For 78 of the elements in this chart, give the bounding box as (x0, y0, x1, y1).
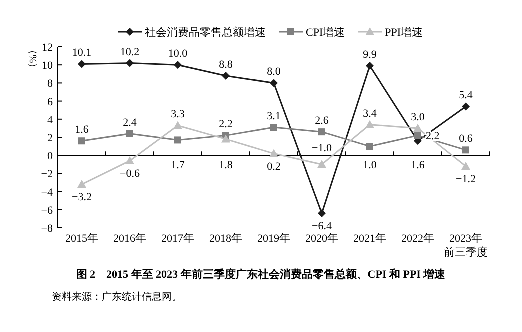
point (222, 134, 230, 143)
y-tick-label: −6 (41, 204, 54, 217)
x-tick-label: 2018年 (210, 233, 242, 245)
x-tick-label: 2019年 (258, 233, 290, 245)
data-label: 1.6 (75, 124, 90, 136)
data-label: −1.0 (312, 142, 332, 155)
point (222, 72, 230, 80)
point (462, 162, 470, 170)
y-tick-label: 0 (48, 150, 54, 163)
point (174, 121, 182, 130)
data-label: 1.6 (411, 160, 426, 172)
legend-label: 社会消费品零售总额增速 (145, 26, 266, 39)
data-label: 3.1 (267, 110, 281, 123)
point (414, 124, 422, 132)
y-tick-label: −4 (41, 186, 54, 199)
x-tick-label: 2020年 (306, 233, 338, 245)
data-label: 0.6 (459, 133, 474, 146)
data-label: 5.4 (459, 90, 474, 102)
data-label: 9.9 (363, 49, 378, 62)
point (126, 130, 134, 138)
point (318, 210, 326, 218)
y-tick-label: −2 (41, 168, 53, 181)
data-label: 1.0 (363, 160, 378, 172)
y-tick-label: 12 (42, 42, 53, 54)
data-label: 8.0 (267, 66, 282, 78)
data-label: 1.8 (219, 160, 234, 172)
point (78, 60, 86, 68)
data-label: 2.2 (219, 118, 233, 131)
data-label: 10.0 (168, 48, 188, 60)
point (78, 138, 86, 145)
data-label: 3.3 (171, 108, 186, 121)
y-tick-label: 8 (48, 78, 54, 90)
point (366, 62, 374, 70)
x-tick-label: 2022年 (402, 233, 434, 245)
legend-label: PPI增速 (385, 26, 424, 39)
data-label: −0.6 (120, 168, 140, 180)
data-label: 0.2 (267, 160, 281, 173)
y-tick-label: 2 (48, 132, 53, 144)
data-label: 8.8 (219, 58, 234, 71)
point (366, 143, 374, 150)
data-label: 10.1 (72, 47, 92, 60)
x-tick-label: 2017年 (162, 233, 194, 245)
data-label: 10.2 (120, 46, 140, 58)
data-label: −3.2 (72, 192, 92, 204)
y-tick-label: 6 (48, 96, 54, 108)
y-axis-title: （%） (27, 44, 38, 74)
x-tick-label: 2016年 (114, 233, 146, 245)
point (174, 61, 182, 70)
y-tick-label: 10 (42, 60, 54, 72)
y-tick-label: 4 (48, 114, 54, 126)
data-label: 2.6 (315, 115, 330, 128)
point (126, 156, 134, 165)
point (318, 128, 326, 136)
point (126, 59, 134, 68)
data-label: 2.4 (123, 116, 138, 129)
data-label: 3.4 (363, 108, 378, 120)
data-label: −6.4 (312, 220, 332, 233)
text: 图 2 2015 年至 2023 年前三季度广东社会消费品零售总额、CPI 和 PPI 增速 (76, 268, 447, 281)
point (366, 120, 374, 128)
data-label: −1.2 (456, 173, 476, 186)
y-tick-label: −8 (41, 223, 54, 235)
point (78, 180, 86, 188)
data-label: 3.0 (411, 111, 426, 124)
point (462, 102, 470, 111)
x-tick-label: 2015年 (66, 233, 98, 245)
point (270, 124, 278, 132)
data-label: 1.7 (171, 160, 186, 172)
x-tick-label: 2021年 (354, 233, 386, 245)
point (270, 79, 278, 88)
point (414, 132, 422, 140)
legend-label: CPI增速 (306, 26, 346, 39)
point (174, 136, 182, 144)
point (462, 146, 470, 154)
x-tick-label: 2023年前三季度 (444, 233, 488, 259)
point (318, 160, 326, 168)
text: 资料来源：广东统计信息网。 (52, 291, 182, 303)
point (270, 149, 278, 158)
data-label: 2.2 (426, 130, 440, 143)
